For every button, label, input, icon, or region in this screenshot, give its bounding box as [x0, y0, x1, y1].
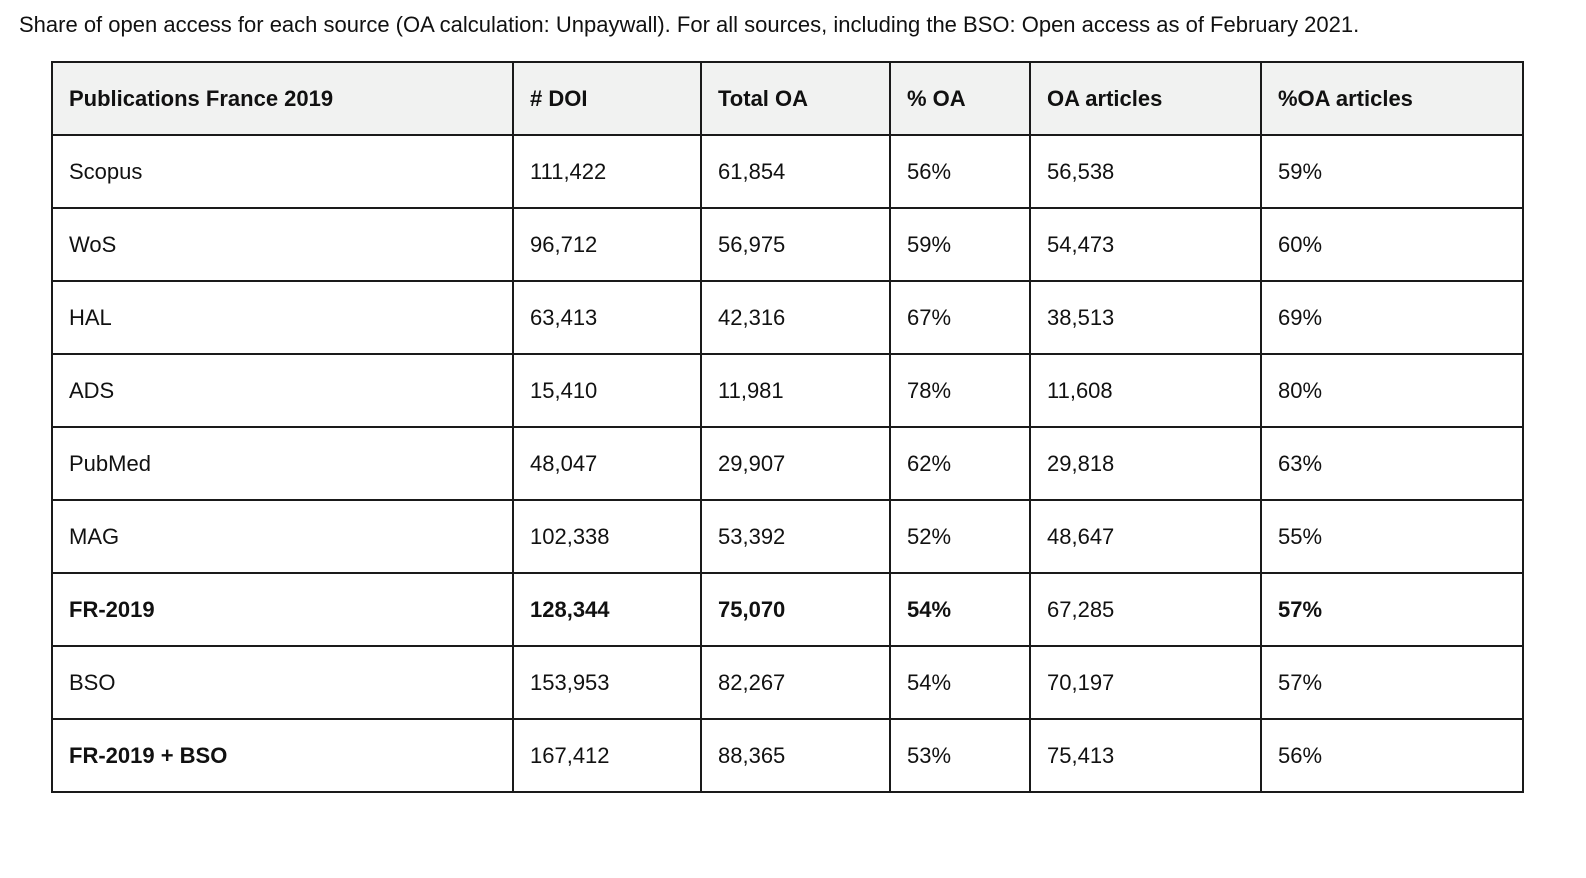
cell-doi: 15,410	[512, 353, 702, 428]
cell-percent-oa: 56%	[889, 134, 1031, 209]
cell-source: FR-2019 + BSO	[51, 718, 514, 793]
cell-total-oa: 61,854	[700, 134, 891, 209]
cell-oa-articles: 48,647	[1029, 499, 1262, 574]
cell-total-oa: 53,392	[700, 499, 891, 574]
open-access-table: Publications France 2019 # DOI Total OA …	[51, 61, 1524, 793]
header-total-oa: Total OA	[700, 61, 891, 136]
cell-oa-articles: 56,538	[1029, 134, 1262, 209]
table-row: Scopus 111,422 61,854 56% 56,538 59%	[51, 134, 1524, 209]
cell-percent-oa-articles: 56%	[1260, 718, 1524, 793]
table-header-row: Publications France 2019 # DOI Total OA …	[51, 61, 1524, 136]
cell-source: BSO	[51, 645, 514, 720]
cell-total-oa: 42,316	[700, 280, 891, 355]
cell-percent-oa: 54%	[889, 572, 1031, 647]
cell-percent-oa: 62%	[889, 426, 1031, 501]
cell-doi: 63,413	[512, 280, 702, 355]
table-row: WoS 96,712 56,975 59% 54,473 60%	[51, 207, 1524, 282]
cell-percent-oa: 78%	[889, 353, 1031, 428]
cell-oa-articles: 67,285	[1029, 572, 1262, 647]
cell-doi: 111,422	[512, 134, 702, 209]
table-row: BSO 153,953 82,267 54% 70,197 57%	[51, 645, 1524, 720]
cell-doi: 167,412	[512, 718, 702, 793]
table-caption: Share of open access for each source (OA…	[19, 12, 1360, 37]
cell-percent-oa: 53%	[889, 718, 1031, 793]
header-percent-oa-articles: %OA articles	[1260, 61, 1524, 136]
table-row: FR-2019 128,344 75,070 54% 67,285 57%	[51, 572, 1524, 647]
cell-percent-oa-articles: 63%	[1260, 426, 1524, 501]
cell-oa-articles: 11,608	[1029, 353, 1262, 428]
cell-total-oa: 11,981	[700, 353, 891, 428]
cell-source: HAL	[51, 280, 514, 355]
cell-percent-oa: 59%	[889, 207, 1031, 282]
table-row: FR-2019 + BSO 167,412 88,365 53% 75,413 …	[51, 718, 1524, 793]
cell-oa-articles: 38,513	[1029, 280, 1262, 355]
cell-doi: 48,047	[512, 426, 702, 501]
cell-total-oa: 75,070	[700, 572, 891, 647]
cell-percent-oa: 67%	[889, 280, 1031, 355]
cell-total-oa: 56,975	[700, 207, 891, 282]
cell-source: MAG	[51, 499, 514, 574]
cell-oa-articles: 75,413	[1029, 718, 1262, 793]
cell-source: Scopus	[51, 134, 514, 209]
cell-percent-oa-articles: 57%	[1260, 572, 1524, 647]
cell-percent-oa-articles: 60%	[1260, 207, 1524, 282]
header-doi: # DOI	[512, 61, 702, 136]
cell-source: PubMed	[51, 426, 514, 501]
cell-percent-oa-articles: 55%	[1260, 499, 1524, 574]
cell-doi: 153,953	[512, 645, 702, 720]
cell-doi: 128,344	[512, 572, 702, 647]
cell-percent-oa-articles: 69%	[1260, 280, 1524, 355]
cell-percent-oa: 54%	[889, 645, 1031, 720]
cell-total-oa: 82,267	[700, 645, 891, 720]
header-publications: Publications France 2019	[51, 61, 514, 136]
cell-percent-oa-articles: 80%	[1260, 353, 1524, 428]
table-row: ADS 15,410 11,981 78% 11,608 80%	[51, 353, 1524, 428]
table-row: HAL 63,413 42,316 67% 38,513 69%	[51, 280, 1524, 355]
cell-percent-oa: 52%	[889, 499, 1031, 574]
cell-source: ADS	[51, 353, 514, 428]
table-row: PubMed 48,047 29,907 62% 29,818 63%	[51, 426, 1524, 501]
table-row: MAG 102,338 53,392 52% 48,647 55%	[51, 499, 1524, 574]
cell-doi: 96,712	[512, 207, 702, 282]
cell-doi: 102,338	[512, 499, 702, 574]
cell-oa-articles: 54,473	[1029, 207, 1262, 282]
cell-source: FR-2019	[51, 572, 514, 647]
cell-source: WoS	[51, 207, 514, 282]
header-percent-oa: % OA	[889, 61, 1031, 136]
cell-total-oa: 29,907	[700, 426, 891, 501]
cell-oa-articles: 70,197	[1029, 645, 1262, 720]
cell-percent-oa-articles: 59%	[1260, 134, 1524, 209]
cell-percent-oa-articles: 57%	[1260, 645, 1524, 720]
cell-total-oa: 88,365	[700, 718, 891, 793]
header-oa-articles: OA articles	[1029, 61, 1262, 136]
cell-oa-articles: 29,818	[1029, 426, 1262, 501]
